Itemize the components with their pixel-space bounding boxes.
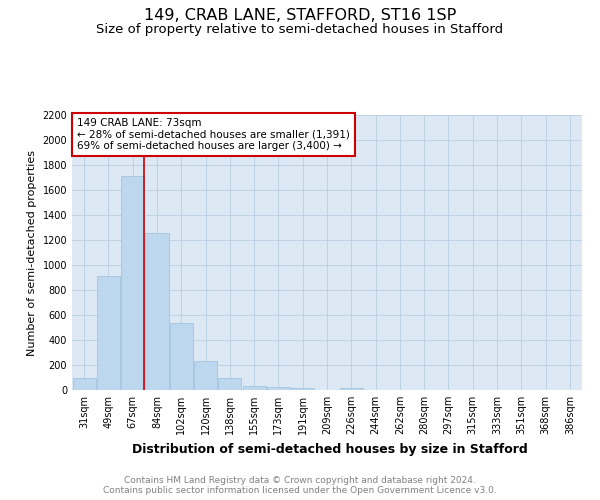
Text: Distribution of semi-detached houses by size in Stafford: Distribution of semi-detached houses by … — [132, 442, 528, 456]
Bar — [242, 386, 266, 390]
Bar — [291, 388, 314, 390]
Bar — [73, 378, 95, 390]
Bar — [170, 322, 193, 390]
Text: Size of property relative to semi-detached houses in Stafford: Size of property relative to semi-detach… — [97, 22, 503, 36]
Bar — [194, 361, 217, 390]
Bar — [340, 388, 363, 390]
Bar — [121, 176, 144, 390]
Y-axis label: Number of semi-detached properties: Number of semi-detached properties — [27, 150, 37, 356]
Bar — [145, 232, 169, 390]
Bar — [267, 387, 290, 390]
Text: 149 CRAB LANE: 73sqm
← 28% of semi-detached houses are smaller (1,391)
69% of se: 149 CRAB LANE: 73sqm ← 28% of semi-detac… — [77, 118, 350, 151]
Text: Contains HM Land Registry data © Crown copyright and database right 2024.
Contai: Contains HM Land Registry data © Crown c… — [103, 476, 497, 495]
Text: 149, CRAB LANE, STAFFORD, ST16 1SP: 149, CRAB LANE, STAFFORD, ST16 1SP — [144, 8, 456, 22]
Bar — [218, 378, 241, 390]
Bar — [97, 276, 120, 390]
